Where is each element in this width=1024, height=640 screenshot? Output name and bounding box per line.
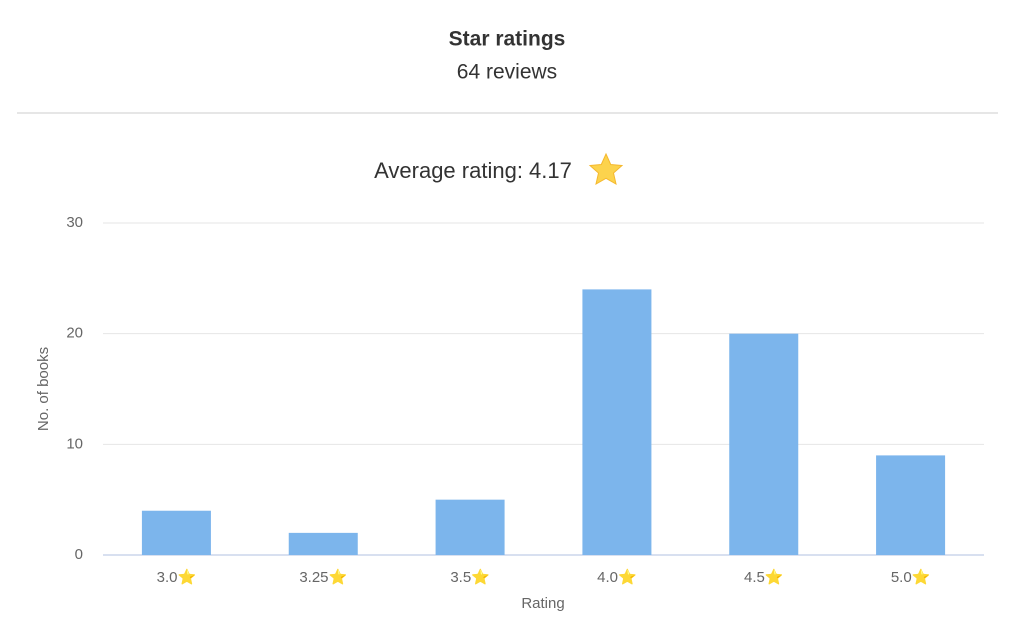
bar: [288, 532, 358, 555]
bar: [729, 333, 799, 555]
y-tick-label: 20: [66, 325, 83, 342]
y-tick-label: 30: [66, 214, 83, 231]
y-tick-label: 10: [66, 435, 83, 452]
x-tick-label: 5.0⭐: [891, 568, 931, 586]
y-tick-label: 0: [75, 546, 83, 563]
bar: [435, 499, 505, 555]
x-tick-label: 4.0⭐: [597, 568, 637, 586]
header-subtitle: 64 reviews: [457, 61, 557, 84]
x-tick-label: 4.5⭐: [744, 568, 784, 586]
header-title: Star ratings: [449, 28, 566, 51]
x-tick-label: 3.5⭐: [450, 568, 490, 586]
star-icon: [588, 152, 624, 185]
chart-title: Average rating: 4.17: [374, 158, 572, 183]
bar: [582, 289, 652, 555]
bar: [141, 510, 211, 555]
bar: [876, 455, 946, 555]
x-axis-label: Rating: [521, 595, 564, 612]
y-axis-label: No. of books: [35, 347, 52, 431]
x-tick-label: 3.0⭐: [157, 568, 197, 586]
x-tick-label: 3.25⭐: [299, 568, 347, 586]
